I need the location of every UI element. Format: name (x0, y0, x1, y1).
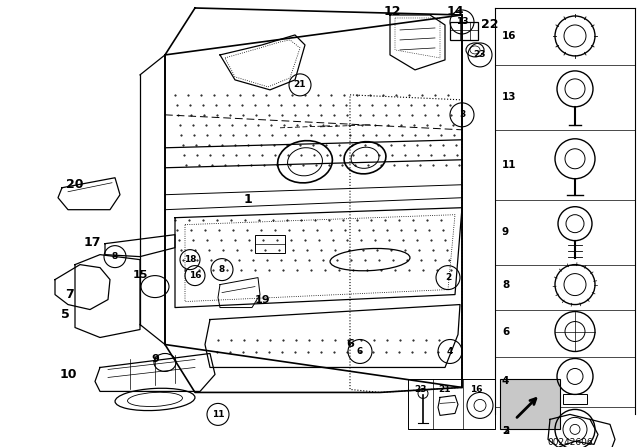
Text: 19: 19 (255, 295, 271, 305)
Text: 4: 4 (502, 376, 509, 387)
Text: 8: 8 (219, 265, 225, 274)
Text: 9: 9 (151, 354, 159, 365)
Text: 2: 2 (502, 426, 509, 436)
Text: 5: 5 (61, 308, 69, 321)
Text: 16: 16 (189, 271, 201, 280)
Text: 9: 9 (502, 227, 509, 237)
Text: 12: 12 (383, 5, 401, 18)
Text: 1: 1 (244, 193, 252, 206)
Text: 13: 13 (502, 92, 516, 102)
Bar (450, 22, 478, 40)
Bar (563, 394, 587, 405)
Bar (500, 379, 560, 429)
Text: 8: 8 (502, 280, 509, 289)
Text: 11: 11 (502, 160, 516, 170)
Text: 23: 23 (474, 51, 486, 60)
Text: 8: 8 (112, 252, 118, 261)
Text: 17: 17 (83, 236, 100, 249)
Text: 13: 13 (456, 17, 468, 26)
Text: 10: 10 (60, 368, 77, 381)
Text: 2: 2 (445, 273, 451, 282)
Text: 3: 3 (502, 426, 509, 436)
Text: 4: 4 (447, 347, 453, 356)
Bar (255, 235, 285, 253)
Text: 6: 6 (346, 340, 354, 349)
Text: 18: 18 (184, 255, 196, 264)
Text: 14: 14 (446, 5, 464, 18)
Text: 3: 3 (459, 110, 465, 119)
Text: 6: 6 (502, 327, 509, 336)
Text: 22: 22 (481, 18, 499, 31)
Text: 20: 20 (67, 178, 84, 191)
Text: 6: 6 (357, 347, 363, 356)
Text: 11: 11 (212, 410, 224, 419)
Text: 23: 23 (414, 385, 426, 394)
Text: 21: 21 (294, 80, 307, 90)
Text: 15: 15 (132, 270, 148, 280)
Text: 7: 7 (66, 288, 74, 301)
Text: 00242606: 00242606 (547, 438, 593, 447)
Text: 16: 16 (502, 31, 516, 41)
Text: 21: 21 (438, 385, 451, 394)
Text: 16: 16 (470, 385, 483, 394)
